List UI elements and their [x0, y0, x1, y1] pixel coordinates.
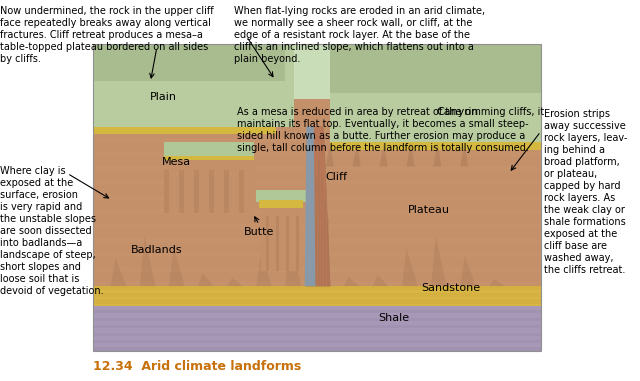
Bar: [224, 170, 228, 213]
Bar: [276, 216, 279, 271]
Bar: [312, 199, 314, 286]
Polygon shape: [433, 142, 442, 166]
Bar: [93, 44, 541, 351]
Text: Cliff: Cliff: [325, 172, 347, 182]
Text: As a mesa is reduced in area by retreat of the rimming cliffs, it
maintains its : As a mesa is reduced in area by retreat …: [237, 107, 544, 153]
Polygon shape: [314, 251, 330, 286]
Polygon shape: [406, 142, 415, 166]
Text: Shale: Shale: [378, 313, 409, 323]
Text: Erosion strips
away successive
rock layers, leav-
ing behind a
broad platform,
o: Erosion strips away successive rock laye…: [544, 109, 627, 275]
Polygon shape: [169, 247, 185, 286]
Polygon shape: [353, 142, 361, 166]
Bar: [93, 210, 541, 214]
Bar: [324, 199, 326, 286]
Text: Now undermined, the rock in the upper cliff
face repeatedly breaks away along ve: Now undermined, the rock in the upper cl…: [0, 6, 214, 64]
Bar: [93, 138, 541, 142]
Bar: [164, 156, 254, 160]
Bar: [327, 218, 329, 286]
Polygon shape: [460, 142, 468, 166]
Text: Plateau: Plateau: [408, 205, 450, 215]
Polygon shape: [460, 256, 476, 286]
Polygon shape: [372, 275, 388, 286]
Bar: [306, 238, 307, 286]
Text: When flat-lying rocks are eroded in an arid climate,
we normally see a sheer roc: When flat-lying rocks are eroded in an a…: [234, 6, 484, 64]
Bar: [164, 151, 254, 213]
Polygon shape: [256, 253, 272, 286]
Bar: [93, 253, 541, 257]
Text: Badlands: Badlands: [131, 245, 182, 255]
Polygon shape: [380, 142, 388, 166]
Bar: [93, 44, 294, 126]
Bar: [93, 286, 541, 306]
Bar: [296, 216, 300, 271]
Bar: [239, 170, 244, 213]
Bar: [93, 238, 541, 243]
Bar: [318, 158, 320, 286]
Bar: [93, 297, 541, 299]
Bar: [330, 44, 541, 93]
Bar: [321, 178, 323, 286]
Bar: [315, 178, 317, 286]
Text: 12.34  Arid climate landforms: 12.34 Arid climate landforms: [93, 360, 301, 373]
Bar: [266, 216, 269, 271]
Bar: [93, 347, 541, 351]
Polygon shape: [227, 278, 243, 286]
Bar: [93, 126, 276, 134]
Bar: [93, 340, 541, 343]
Bar: [93, 195, 541, 200]
Polygon shape: [402, 249, 417, 286]
Bar: [93, 318, 541, 321]
Polygon shape: [344, 277, 360, 286]
Text: Canyon: Canyon: [436, 107, 479, 117]
Bar: [93, 152, 541, 157]
Bar: [93, 333, 541, 336]
Bar: [259, 200, 303, 208]
Bar: [93, 306, 541, 351]
Polygon shape: [305, 126, 316, 286]
Polygon shape: [431, 236, 447, 286]
Bar: [195, 170, 199, 213]
Bar: [93, 224, 541, 229]
Text: Mesa: Mesa: [161, 157, 191, 167]
Text: Plain: Plain: [150, 92, 177, 102]
Bar: [93, 325, 541, 328]
Bar: [93, 310, 541, 314]
Bar: [164, 142, 254, 157]
Bar: [179, 170, 184, 213]
Bar: [93, 44, 285, 81]
Text: Butte: Butte: [244, 227, 275, 237]
Bar: [93, 290, 541, 293]
Polygon shape: [306, 126, 330, 286]
Bar: [330, 44, 541, 142]
Text: Where clay is
exposed at the
surface, erosion
is very rapid and
the unstable slo: Where clay is exposed at the surface, er…: [0, 166, 104, 296]
Polygon shape: [285, 235, 301, 286]
Bar: [308, 218, 310, 286]
Bar: [93, 181, 541, 186]
Bar: [256, 190, 306, 202]
Bar: [93, 44, 541, 351]
Polygon shape: [111, 258, 127, 286]
Bar: [164, 170, 169, 213]
Bar: [93, 123, 541, 128]
Bar: [261, 202, 301, 271]
Polygon shape: [140, 237, 156, 286]
Bar: [93, 166, 541, 171]
Bar: [286, 216, 289, 271]
Bar: [93, 282, 541, 286]
Polygon shape: [198, 274, 214, 286]
Bar: [93, 267, 541, 272]
Bar: [93, 304, 541, 306]
Bar: [209, 170, 214, 213]
Polygon shape: [489, 279, 505, 286]
Polygon shape: [326, 142, 334, 166]
Bar: [93, 99, 541, 286]
Text: Sandstone: Sandstone: [422, 283, 481, 293]
Bar: [330, 142, 541, 150]
